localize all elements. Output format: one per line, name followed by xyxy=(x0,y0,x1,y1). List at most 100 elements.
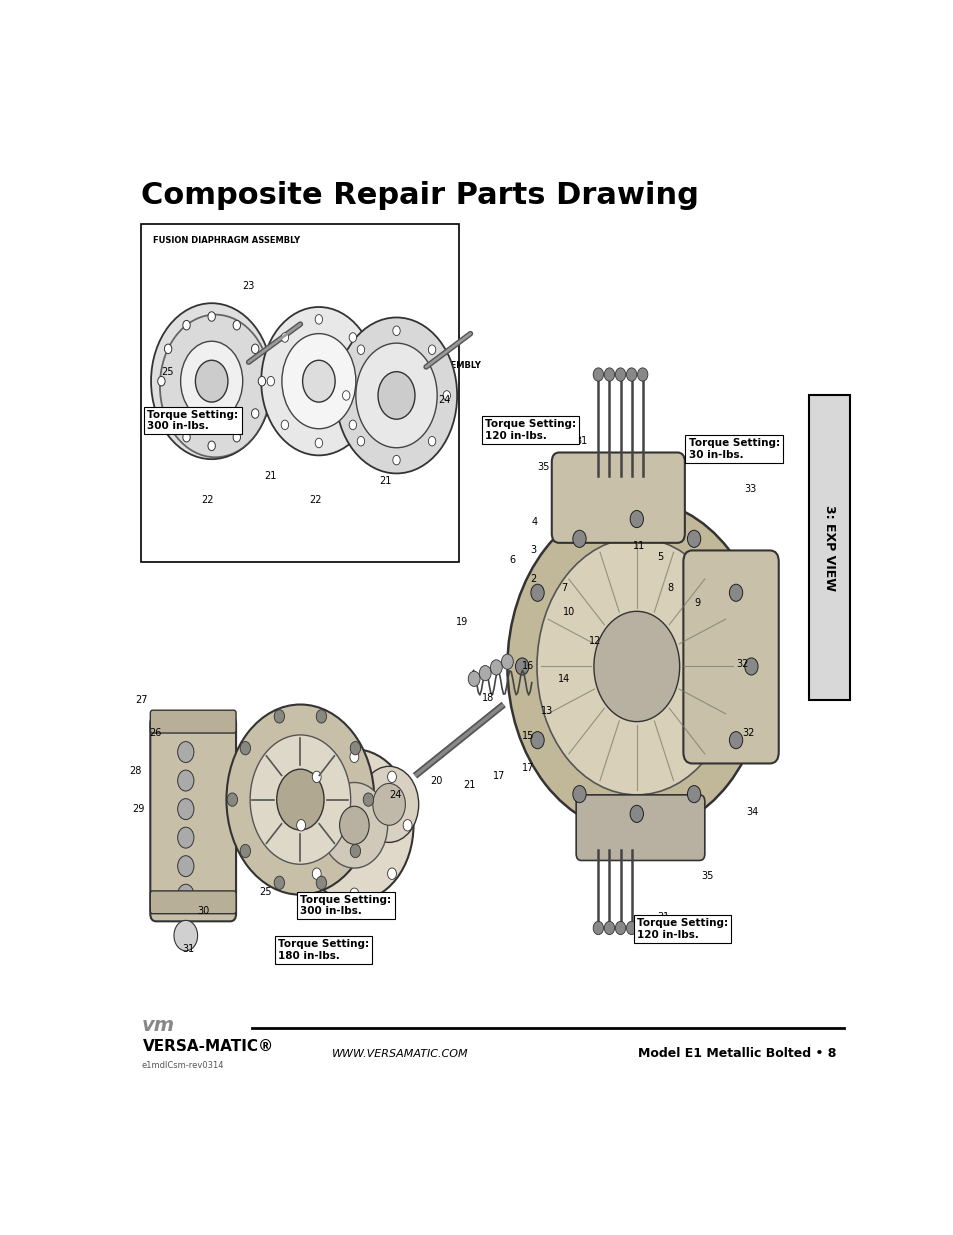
Circle shape xyxy=(442,390,450,400)
Circle shape xyxy=(164,345,172,353)
Circle shape xyxy=(183,432,190,442)
Text: Torque Setting:
30 in-lbs.: Torque Setting: 30 in-lbs. xyxy=(688,438,779,459)
FancyBboxPatch shape xyxy=(151,716,235,921)
Text: 29: 29 xyxy=(132,804,145,814)
Text: 23: 23 xyxy=(242,282,254,291)
Circle shape xyxy=(315,710,326,722)
Text: 13: 13 xyxy=(540,706,553,716)
Circle shape xyxy=(294,750,413,902)
Text: 18: 18 xyxy=(481,693,494,703)
Circle shape xyxy=(626,921,636,935)
Circle shape xyxy=(350,751,358,762)
Circle shape xyxy=(164,409,172,419)
Circle shape xyxy=(276,769,324,830)
Text: 33: 33 xyxy=(743,484,756,494)
Circle shape xyxy=(501,655,513,669)
Circle shape xyxy=(282,333,355,429)
Circle shape xyxy=(342,390,350,400)
Circle shape xyxy=(507,500,765,832)
Circle shape xyxy=(355,343,436,448)
Text: Torque Setting:
180 in-lbs.: Torque Setting: 180 in-lbs. xyxy=(278,940,369,961)
Text: 26: 26 xyxy=(149,729,161,739)
Circle shape xyxy=(233,432,240,442)
Circle shape xyxy=(572,530,585,547)
Text: FUSION DIAPHRAGM ASSEMBLY: FUSION DIAPHRAGM ASSEMBLY xyxy=(152,236,299,245)
Circle shape xyxy=(208,441,215,451)
Text: 2: 2 xyxy=(530,574,536,584)
Circle shape xyxy=(177,856,193,877)
Circle shape xyxy=(250,735,351,864)
Text: 3: EXP VIEW: 3: EXP VIEW xyxy=(822,505,835,590)
Circle shape xyxy=(393,456,400,464)
Circle shape xyxy=(302,361,335,403)
Bar xyxy=(808,395,849,700)
Circle shape xyxy=(603,921,614,935)
Text: 25: 25 xyxy=(161,367,173,377)
Text: 31: 31 xyxy=(575,436,587,446)
Circle shape xyxy=(281,420,289,430)
Circle shape xyxy=(537,538,736,795)
Circle shape xyxy=(157,377,165,387)
Circle shape xyxy=(177,741,193,762)
Text: 14: 14 xyxy=(558,674,569,684)
Text: 17: 17 xyxy=(492,771,504,781)
Text: 6: 6 xyxy=(509,555,516,564)
Circle shape xyxy=(349,420,356,430)
Text: 5: 5 xyxy=(657,552,663,562)
Circle shape xyxy=(356,345,364,354)
Circle shape xyxy=(281,332,289,342)
Circle shape xyxy=(195,361,228,403)
Text: 3: 3 xyxy=(530,545,536,555)
Text: 4: 4 xyxy=(531,517,537,527)
FancyBboxPatch shape xyxy=(682,551,778,763)
Text: Torque Setting:
120 in-lbs.: Torque Setting: 120 in-lbs. xyxy=(637,919,727,940)
Circle shape xyxy=(744,658,758,676)
FancyBboxPatch shape xyxy=(576,795,704,861)
Circle shape xyxy=(240,741,251,755)
FancyBboxPatch shape xyxy=(151,890,235,914)
Circle shape xyxy=(151,304,272,459)
Text: Model E1 Metallic Bolted • 8: Model E1 Metallic Bolted • 8 xyxy=(638,1047,836,1060)
Text: 9: 9 xyxy=(694,598,700,608)
Circle shape xyxy=(350,845,360,857)
Circle shape xyxy=(729,584,742,601)
Text: 24: 24 xyxy=(389,790,401,800)
Circle shape xyxy=(363,377,370,387)
Circle shape xyxy=(267,377,274,387)
Circle shape xyxy=(687,785,700,803)
Text: 17: 17 xyxy=(521,763,534,773)
Text: 32: 32 xyxy=(741,729,754,739)
Text: 24: 24 xyxy=(438,395,450,405)
Text: 31: 31 xyxy=(182,944,194,953)
FancyBboxPatch shape xyxy=(151,710,235,734)
Circle shape xyxy=(468,672,479,687)
Circle shape xyxy=(729,731,742,748)
Circle shape xyxy=(615,921,625,935)
Circle shape xyxy=(314,315,322,324)
Circle shape xyxy=(227,793,237,806)
Circle shape xyxy=(274,876,284,889)
Text: 31: 31 xyxy=(657,911,669,921)
Circle shape xyxy=(403,820,412,831)
Text: vm: vm xyxy=(141,1016,174,1035)
Circle shape xyxy=(393,326,400,336)
Circle shape xyxy=(252,409,258,419)
Circle shape xyxy=(615,368,625,382)
Circle shape xyxy=(530,731,543,748)
Circle shape xyxy=(177,771,193,792)
Text: 15: 15 xyxy=(521,731,534,741)
Circle shape xyxy=(208,311,215,321)
Circle shape xyxy=(312,868,321,879)
Text: 30: 30 xyxy=(196,905,209,916)
Circle shape xyxy=(594,611,679,721)
Text: 11: 11 xyxy=(633,541,644,551)
Circle shape xyxy=(173,920,197,951)
Circle shape xyxy=(349,332,356,342)
Circle shape xyxy=(626,368,636,382)
Circle shape xyxy=(274,710,284,722)
Text: WWW.VERSAMATIC.COM: WWW.VERSAMATIC.COM xyxy=(332,1049,468,1058)
Text: 22: 22 xyxy=(309,495,321,505)
Circle shape xyxy=(312,771,321,783)
Circle shape xyxy=(687,530,700,547)
Text: 19: 19 xyxy=(456,616,467,627)
